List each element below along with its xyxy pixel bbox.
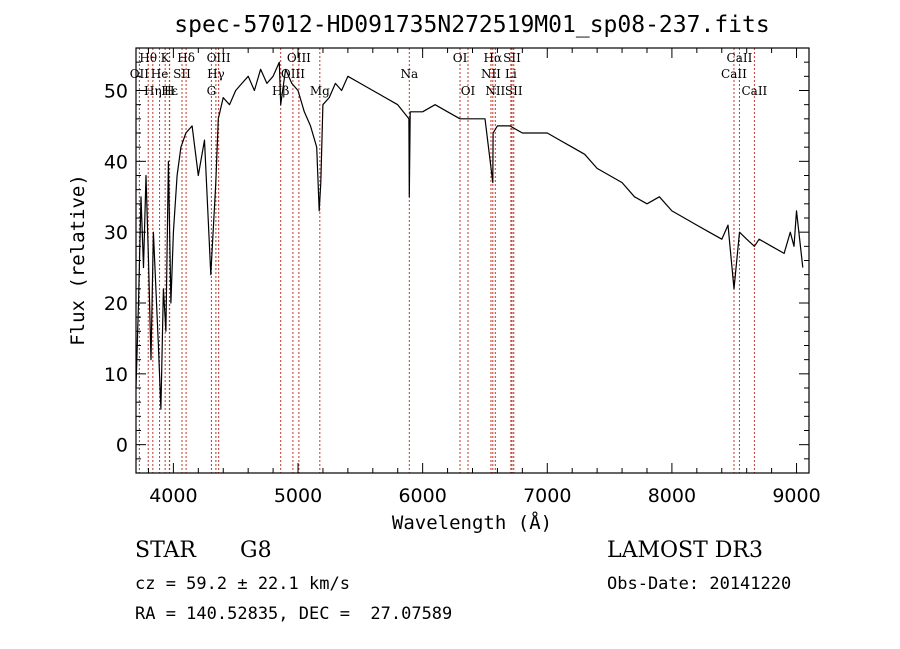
line-label: CaII	[741, 84, 767, 98]
object-subclass: G8	[240, 538, 272, 563]
line-label: H	[164, 84, 174, 98]
line-label: Hη	[144, 84, 162, 98]
line-label: OIII	[287, 51, 311, 65]
line-label: K	[161, 51, 171, 65]
line-label: OIII	[281, 67, 305, 81]
y-tick-label: 40	[104, 151, 128, 173]
series-line	[135, 61, 804, 410]
line-label: NII	[485, 84, 505, 98]
x-tick-label: 4000	[149, 485, 197, 507]
x-tick-label: 7000	[523, 485, 571, 507]
x-tick-label: 8000	[648, 485, 696, 507]
line-label: NII	[481, 67, 501, 81]
line-label: OIII	[207, 51, 231, 65]
line-label: Na	[400, 67, 418, 81]
spectrum-series	[135, 61, 804, 410]
object-class: STAR	[135, 538, 196, 563]
line-label: He	[151, 67, 169, 81]
line-label: OI	[453, 51, 468, 65]
y-tick-label: 0	[116, 435, 128, 457]
line-label: CaII	[721, 67, 747, 81]
plot-frame	[135, 47, 810, 474]
y-axis-label: Flux (relative)	[67, 174, 89, 346]
redshift-velocity: cz = 59.2 ± 22.1 km/s	[135, 574, 350, 594]
line-label: Hδ	[177, 51, 195, 65]
line-label: OII	[130, 67, 150, 81]
line-label: Hγ	[207, 67, 225, 81]
line-label: CaII	[727, 51, 753, 65]
y-tick-label: 20	[104, 293, 128, 315]
survey-name: LAMOST DR3	[607, 538, 763, 563]
line-label: SII	[173, 67, 191, 81]
line-label: SII	[505, 84, 523, 98]
y-axis: 0 10 20 30 40 50	[104, 61, 809, 460]
line-label: Hθ	[139, 51, 157, 65]
x-tick-label: 6000	[398, 485, 446, 507]
line-label: Hα	[484, 51, 503, 65]
line-label: G	[207, 84, 217, 98]
y-tick-label: 10	[104, 364, 128, 386]
x-axis: 4000 5000 6000 7000 8000 9000	[147, 48, 821, 507]
x-tick-label: 9000	[772, 485, 820, 507]
line-label: SII	[503, 51, 521, 65]
line-label: Li	[505, 67, 517, 81]
y-tick-label: 50	[104, 81, 128, 103]
line-label: OI	[461, 84, 476, 98]
coordinates: RA = 140.52835, DEC = 27.07589	[135, 604, 453, 624]
observation-date: Obs-Date: 20141220	[607, 574, 792, 594]
y-tick-label: 30	[104, 222, 128, 244]
line-label: Mg	[310, 84, 330, 98]
chart-title: spec-57012-HD091735N272519M01_sp08-237.f…	[174, 12, 769, 38]
x-axis-label: Wavelength (Å)	[392, 511, 552, 534]
x-tick-label: 5000	[274, 485, 322, 507]
line-label: Hε	[161, 84, 178, 98]
